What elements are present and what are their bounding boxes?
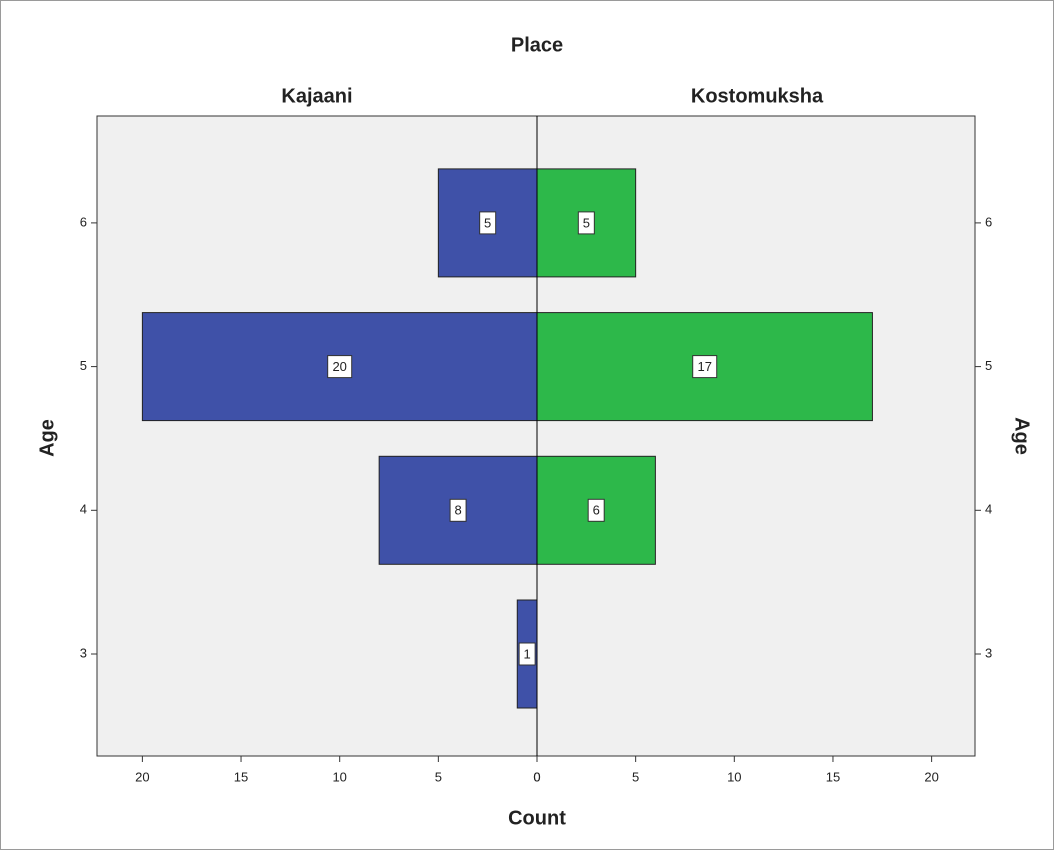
y-tick-label: 4	[80, 502, 87, 517]
x-tick-label: 5	[435, 769, 442, 784]
y-tick-label: 6	[985, 214, 992, 229]
y-tick-label: 5	[80, 358, 87, 373]
value-label-box	[587, 498, 605, 522]
y-tick-label: 6	[80, 214, 87, 229]
y-tick-label: 5	[985, 358, 992, 373]
x-tick-label: 0	[533, 769, 540, 784]
value-label-box	[518, 642, 536, 666]
y-tick-label: 3	[985, 645, 992, 660]
value-label-box	[479, 211, 497, 235]
value-label: 20	[332, 359, 346, 374]
chart-title: Place	[511, 34, 563, 56]
x-tick-label: 0	[533, 769, 540, 784]
value-label: 5	[583, 215, 590, 230]
y-tick-label: 3	[80, 645, 87, 660]
x-tick-label: 15	[234, 769, 248, 784]
x-tick-label: 10	[727, 769, 741, 784]
y-axis-label: Age	[36, 419, 58, 457]
value-label: 8	[454, 503, 461, 518]
value-label: 17	[697, 359, 711, 374]
x-tick-label: 20	[135, 769, 149, 784]
y-axis-label-right: Age	[1011, 417, 1033, 455]
x-tick-label: 5	[632, 769, 639, 784]
value-label: 1	[524, 646, 531, 661]
value-label-box	[692, 355, 718, 379]
x-tick-label: 20	[924, 769, 938, 784]
y-tick-label: 4	[985, 502, 992, 517]
x-tick-label: 10	[332, 769, 346, 784]
panel-label: Kajaani	[281, 85, 352, 107]
value-label: 6	[593, 503, 600, 518]
value-label-box	[577, 211, 595, 235]
panel-label: Kostomuksha	[691, 85, 824, 107]
value-label: 5	[484, 215, 491, 230]
value-label-box	[449, 498, 467, 522]
x-axis-label: Count	[508, 807, 566, 829]
x-tick-label: 15	[826, 769, 840, 784]
value-label-box	[327, 355, 353, 379]
